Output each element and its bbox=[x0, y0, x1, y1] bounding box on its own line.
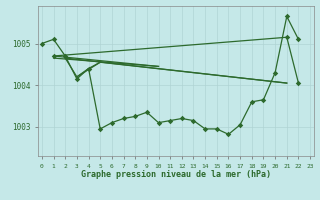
X-axis label: Graphe pression niveau de la mer (hPa): Graphe pression niveau de la mer (hPa) bbox=[81, 170, 271, 179]
